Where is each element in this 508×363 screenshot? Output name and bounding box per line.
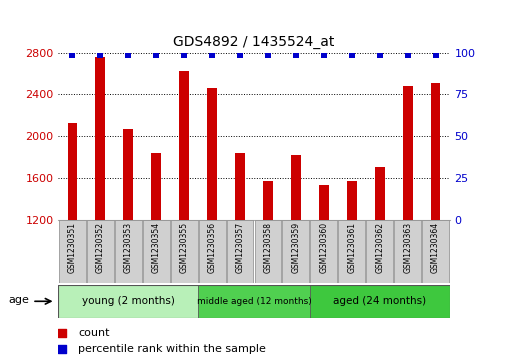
Text: GSM1230356: GSM1230356 bbox=[208, 221, 216, 273]
Text: GSM1230358: GSM1230358 bbox=[264, 221, 272, 273]
Bar bbox=[151, 153, 161, 220]
Bar bbox=[198, 285, 310, 318]
Text: GSM1230362: GSM1230362 bbox=[375, 221, 384, 273]
Point bbox=[320, 52, 328, 58]
Bar bbox=[115, 220, 142, 283]
Text: GSM1230355: GSM1230355 bbox=[180, 221, 188, 273]
Bar bbox=[291, 155, 301, 220]
Bar bbox=[422, 220, 449, 283]
Bar bbox=[207, 88, 217, 220]
Point bbox=[152, 52, 160, 58]
Bar bbox=[235, 153, 245, 220]
Text: age: age bbox=[9, 295, 29, 305]
Point bbox=[403, 52, 411, 58]
Bar bbox=[123, 129, 133, 220]
Bar bbox=[403, 86, 412, 220]
Bar bbox=[255, 220, 281, 283]
Point bbox=[58, 346, 67, 352]
Text: GSM1230351: GSM1230351 bbox=[68, 221, 77, 273]
Bar bbox=[143, 220, 170, 283]
Bar bbox=[431, 83, 440, 220]
Point bbox=[208, 52, 216, 58]
Title: GDS4892 / 1435524_at: GDS4892 / 1435524_at bbox=[173, 35, 335, 49]
Bar bbox=[96, 57, 105, 220]
Bar bbox=[319, 185, 329, 220]
Bar bbox=[394, 220, 421, 283]
Text: middle aged (12 months): middle aged (12 months) bbox=[197, 297, 311, 306]
Point bbox=[180, 52, 188, 58]
Bar bbox=[338, 220, 365, 283]
Bar bbox=[227, 220, 253, 283]
Text: aged (24 months): aged (24 months) bbox=[333, 296, 426, 306]
Text: GSM1230353: GSM1230353 bbox=[124, 221, 133, 273]
Text: GSM1230363: GSM1230363 bbox=[403, 221, 412, 273]
Point bbox=[292, 52, 300, 58]
Text: GSM1230354: GSM1230354 bbox=[152, 221, 161, 273]
Text: GSM1230360: GSM1230360 bbox=[320, 221, 328, 273]
Text: GSM1230352: GSM1230352 bbox=[96, 221, 105, 273]
Text: GSM1230359: GSM1230359 bbox=[292, 221, 300, 273]
Text: count: count bbox=[78, 328, 110, 338]
Bar bbox=[366, 220, 393, 283]
Point bbox=[68, 52, 76, 58]
Bar bbox=[58, 285, 198, 318]
Point bbox=[124, 52, 132, 58]
Text: GSM1230357: GSM1230357 bbox=[236, 221, 244, 273]
Bar bbox=[59, 220, 86, 283]
Bar bbox=[282, 220, 309, 283]
Bar bbox=[68, 123, 77, 220]
Bar bbox=[199, 220, 226, 283]
Text: GSM1230361: GSM1230361 bbox=[347, 221, 356, 273]
Bar bbox=[263, 181, 273, 220]
Text: young (2 months): young (2 months) bbox=[82, 296, 175, 306]
Text: GSM1230364: GSM1230364 bbox=[431, 221, 440, 273]
Point bbox=[375, 52, 384, 58]
Bar bbox=[310, 285, 450, 318]
Point bbox=[236, 52, 244, 58]
Point bbox=[58, 330, 67, 336]
Point bbox=[347, 52, 356, 58]
Bar bbox=[179, 72, 189, 220]
Text: percentile rank within the sample: percentile rank within the sample bbox=[78, 344, 266, 354]
Bar bbox=[310, 220, 337, 283]
Bar bbox=[87, 220, 114, 283]
Bar bbox=[347, 181, 357, 220]
Bar bbox=[171, 220, 198, 283]
Point bbox=[96, 52, 104, 58]
Bar bbox=[375, 167, 385, 220]
Point bbox=[431, 52, 439, 58]
Point bbox=[264, 52, 272, 58]
